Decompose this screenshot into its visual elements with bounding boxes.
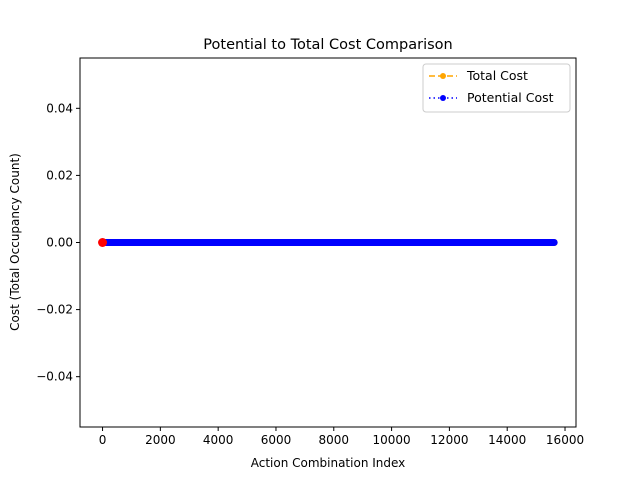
x-tick-label: 10000	[372, 433, 410, 447]
y-tick-label: 0.04	[46, 101, 73, 115]
legend-label: Potential Cost	[467, 90, 554, 105]
highlight-point	[98, 238, 108, 247]
legend-marker	[440, 73, 446, 79]
x-axis-ticks: 0 2000 4000 6000 8000 10000 12000 14000 16000	[99, 427, 584, 447]
y-axis-label: Cost (Total Occupancy Count)	[8, 153, 22, 331]
y-tick-label: 0.02	[46, 168, 73, 182]
x-tick-label: 14000	[488, 433, 526, 447]
y-tick-label: −0.02	[36, 303, 73, 317]
legend: Total Cost Potential Cost	[422, 63, 571, 113]
x-axis-label: Action Combination Index	[251, 456, 406, 470]
x-tick-label: 4000	[203, 433, 234, 447]
chart-title: Potential to Total Cost Comparison	[203, 37, 452, 53]
x-tick-label: 12000	[430, 433, 468, 447]
y-axis-ticks: −0.04 −0.02 0.00 0.02 0.04	[36, 101, 80, 384]
x-tick-label: 2000	[145, 433, 176, 447]
y-tick-label: 0.00	[46, 236, 73, 250]
legend-box	[422, 63, 571, 113]
y-tick-label: −0.04	[36, 370, 73, 384]
x-tick-label: 8000	[319, 433, 350, 447]
x-tick-label: 0	[99, 433, 107, 447]
legend-marker	[440, 95, 446, 101]
x-tick-label: 16000	[546, 433, 584, 447]
x-tick-label: 6000	[261, 433, 292, 447]
legend-label: Total Cost	[466, 68, 528, 83]
